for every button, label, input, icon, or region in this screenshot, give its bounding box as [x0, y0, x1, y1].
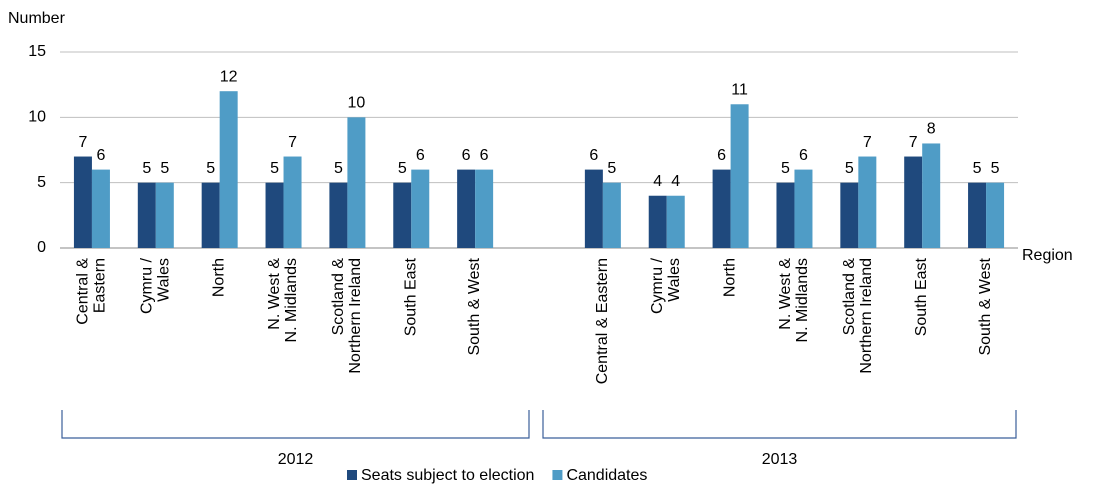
data-label: 6 [96, 147, 105, 164]
bar [666, 195, 685, 248]
x-tick-group: North [211, 258, 228, 297]
bar [91, 169, 110, 248]
bar [265, 182, 284, 248]
data-label: 6 [416, 147, 425, 164]
x-tick-group: South East [402, 257, 419, 336]
y-tick-label: 10 [28, 109, 46, 126]
bar [475, 169, 494, 248]
bar [137, 182, 156, 248]
bar [730, 104, 749, 249]
x-tick-group: South & West [466, 257, 483, 355]
data-label: 5 [973, 160, 982, 177]
bar [986, 182, 1005, 248]
data-label: 6 [589, 147, 598, 164]
x-tick-label: Central & Eastern [594, 258, 611, 384]
data-label: 5 [607, 160, 616, 177]
data-label: 5 [206, 160, 215, 177]
x-tick-label: Cymru /Wales [139, 257, 173, 314]
y-axis-label: Number [8, 10, 66, 27]
bar [840, 182, 859, 248]
group-bracket [542, 410, 1017, 439]
x-tick-label: Central &Eastern [75, 258, 109, 325]
data-label: 6 [717, 147, 726, 164]
bar [776, 182, 795, 248]
bar [393, 182, 412, 248]
bar [219, 91, 238, 248]
y-tick-label: 0 [37, 239, 46, 256]
bar [155, 182, 174, 248]
data-label: 10 [348, 95, 366, 112]
legend-label: Candidates [566, 467, 647, 484]
data-label: 5 [781, 160, 790, 177]
x-tick-label: South East [402, 257, 419, 336]
bar [201, 182, 220, 248]
data-label: 4 [653, 173, 662, 190]
group-label: 2013 [762, 451, 798, 468]
data-label: 5 [270, 160, 279, 177]
data-label: 11 [731, 81, 748, 98]
data-label: 7 [863, 134, 872, 151]
legend-swatch [347, 470, 357, 480]
bar [712, 169, 731, 248]
x-tick-label: Scotland &Northern Ireland [841, 258, 875, 374]
bar [648, 195, 667, 248]
bar [73, 156, 92, 248]
data-label: 6 [462, 147, 471, 164]
x-tick-label: South East [913, 257, 930, 336]
bar [794, 169, 813, 248]
data-label: 5 [160, 160, 169, 177]
x-tick-label: North [211, 258, 228, 297]
x-tick-group: N. West &N. Midlands [266, 258, 300, 343]
x-tick-label: N. West &N. Midlands [777, 258, 811, 343]
legend-swatch [552, 470, 563, 480]
data-label: 5 [142, 160, 151, 177]
bar [457, 169, 476, 248]
data-label: 6 [799, 147, 808, 164]
x-tick-label: North [722, 258, 739, 297]
x-tick-group: N. West &N. Midlands [777, 258, 811, 343]
bar [858, 156, 877, 248]
x-tick-label: South & West [466, 257, 483, 355]
data-label: 6 [480, 147, 489, 164]
data-label: 5 [334, 160, 343, 177]
x-tick-group: Central &Eastern [75, 258, 109, 325]
x-tick-group: Cymru /Wales [649, 257, 683, 314]
bar [283, 156, 302, 248]
x-tick-label: South & West [977, 257, 994, 355]
data-label: 5 [991, 160, 1000, 177]
y-tick-label: 5 [37, 174, 46, 191]
x-tick-label: Cymru /Wales [649, 257, 683, 314]
bar [968, 182, 987, 248]
bar [411, 169, 430, 248]
data-label: 8 [927, 121, 936, 138]
data-label: 7 [288, 134, 297, 151]
y-tick-label: 15 [28, 43, 46, 60]
bar [922, 143, 941, 248]
x-tick-group: South & West [977, 257, 994, 355]
x-axis-label: Region [1022, 247, 1073, 264]
bar [602, 182, 621, 248]
group-bracket [61, 410, 530, 439]
data-label: 7 [909, 134, 918, 151]
bar [904, 156, 923, 248]
x-tick-group: Central & Eastern [594, 258, 611, 384]
bar [329, 182, 348, 248]
bar [347, 117, 366, 248]
data-label: 7 [78, 134, 87, 151]
x-tick-label: N. West &N. Midlands [266, 258, 300, 343]
x-tick-label: Scotland &Northern Ireland [330, 258, 364, 374]
x-tick-group: Scotland &Northern Ireland [841, 258, 875, 374]
data-label: 4 [671, 173, 680, 190]
data-label: 5 [398, 160, 407, 177]
x-tick-group: South East [913, 257, 930, 336]
x-tick-group: North [722, 258, 739, 297]
legend-label: Seats subject to election [361, 467, 534, 484]
data-label: 5 [845, 160, 854, 177]
bar [584, 169, 603, 248]
group-label: 2012 [278, 451, 314, 468]
x-tick-group: Scotland &Northern Ireland [330, 258, 364, 374]
data-label: 12 [220, 68, 238, 85]
x-tick-group: Cymru /Wales [139, 257, 173, 314]
